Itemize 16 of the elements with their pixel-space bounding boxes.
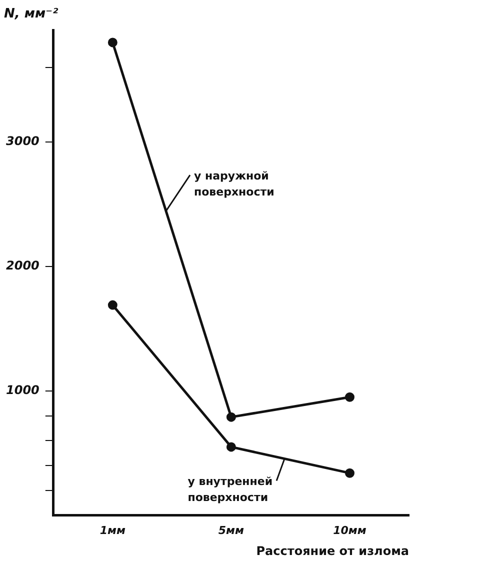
point	[226, 412, 236, 422]
x-tick-label: 10мм	[333, 524, 366, 537]
y-tick-label: 2000	[6, 258, 40, 273]
point	[108, 300, 118, 310]
point	[344, 468, 354, 478]
y-tick-label: 1000	[6, 383, 40, 398]
point	[226, 442, 236, 452]
series-label: у внутренней поверхности	[188, 475, 273, 504]
y-tick-label: 3000	[6, 134, 40, 148]
point	[108, 38, 118, 48]
text: у наружной поверхности	[194, 169, 274, 198]
x-tick-label: 1мм	[100, 524, 126, 537]
x-axis-title: Расстояние от излома	[256, 544, 409, 558]
point	[344, 392, 354, 402]
y-axis-title: N, мм⁻²	[4, 6, 58, 22]
x-tick-label: 5мм	[218, 524, 244, 537]
